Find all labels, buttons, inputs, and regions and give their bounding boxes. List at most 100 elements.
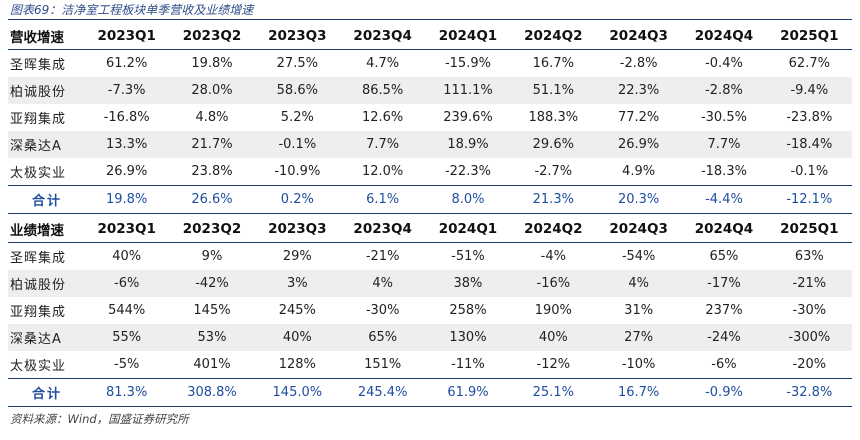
- value-cell: 81.3%: [84, 378, 170, 407]
- column-header: 2023Q4: [339, 215, 426, 243]
- value-cell: 245.4%: [339, 378, 426, 407]
- title-divider: [8, 19, 852, 20]
- value-cell: 26.6%: [169, 185, 255, 214]
- value-cell: 4%: [339, 270, 426, 297]
- value-cell: -0.1%: [790, 164, 829, 179]
- company-name-cell: 柏诚股份: [8, 270, 84, 297]
- value-cell: 4.8%: [195, 110, 229, 125]
- value-cell: -18.4%: [766, 131, 852, 158]
- value-cell: 145.0%: [254, 378, 340, 407]
- value-cell: 237%: [705, 303, 743, 318]
- column-header: 2023Q3: [254, 22, 340, 50]
- value-cell: 4.7%: [366, 56, 400, 71]
- profit-section-header: 业绩增速: [8, 215, 84, 243]
- column-header: 2025Q1: [766, 215, 852, 243]
- table-row: 亚翔集成 544% 145% 245% -30% 258% 190% 31% 237% -30%: [8, 297, 852, 324]
- value-cell: 9%: [201, 249, 223, 264]
- value-cell: 20.3%: [595, 185, 682, 214]
- total-row: 合计 81.3% 308.8% 145.0% 245.4% 61.9% 25.1% 16.7%…: [8, 378, 852, 407]
- value-cell: -12.1%: [766, 185, 852, 214]
- value-cell: 151%: [364, 357, 402, 372]
- company-name-cell: 合计: [8, 185, 84, 214]
- value-cell: -10%: [621, 357, 656, 372]
- value-cell: -6%: [711, 357, 737, 372]
- column-header: 2023Q3: [254, 215, 340, 243]
- value-cell: 62.7%: [788, 56, 830, 71]
- value-cell: 18.9%: [425, 131, 511, 158]
- table-row: 深桑达A 13.3% 21.7% -0.1% 7.7% 18.9% 29.6% 26.9% 7.…: [8, 131, 852, 158]
- value-cell: 61.9%: [425, 378, 511, 407]
- value-cell: -17%: [681, 270, 767, 297]
- value-cell: -0.9%: [681, 378, 767, 407]
- value-cell: 63%: [794, 249, 824, 264]
- value-cell: 245%: [278, 303, 316, 318]
- column-header: 2023Q1: [84, 215, 170, 243]
- company-name-cell: 深桑达A: [8, 324, 84, 351]
- value-cell: 27%: [595, 324, 682, 351]
- value-cell: -23.8%: [786, 110, 833, 125]
- company-name-cell: 圣晖集成: [10, 58, 67, 73]
- value-cell: -51%: [451, 249, 485, 264]
- value-cell: 111.1%: [425, 77, 511, 104]
- value-cell: -16%: [510, 270, 596, 297]
- value-cell: 55%: [84, 324, 170, 351]
- column-header: 2023Q2: [169, 215, 255, 243]
- value-cell: -0.1%: [254, 131, 340, 158]
- revenue-section-header: 营收增速: [8, 22, 84, 50]
- company-name-cell: 太极实业: [10, 166, 67, 181]
- value-cell: -30.5%: [700, 110, 747, 125]
- value-cell: 0.2%: [254, 185, 340, 214]
- value-cell: -16.8%: [103, 110, 150, 125]
- value-cell: 29%: [282, 249, 312, 264]
- value-cell: -9.4%: [766, 77, 852, 104]
- value-cell: -12%: [536, 357, 571, 372]
- value-cell: -5%: [114, 357, 140, 372]
- value-cell: 128%: [278, 357, 316, 372]
- column-header: 2024Q2: [510, 215, 596, 243]
- value-cell: -7.3%: [84, 77, 170, 104]
- company-name-cell: 亚翔集成: [10, 305, 67, 320]
- column-header: 2024Q3: [595, 215, 682, 243]
- value-cell: -30%: [792, 303, 827, 318]
- value-cell: 190%: [534, 303, 572, 318]
- value-cell: -2.8%: [619, 56, 658, 71]
- value-cell: 308.8%: [169, 378, 255, 407]
- table-row: 柏诚股份 -7.3% 28.0% 58.6% 86.5% 111.1% 51.1% 22.3%…: [8, 77, 852, 104]
- value-cell: 7.7%: [339, 131, 426, 158]
- value-cell: 12.0%: [361, 164, 404, 179]
- column-header: 2023Q1: [84, 22, 170, 50]
- value-cell: 12.6%: [361, 110, 404, 125]
- revenue-header-row: 营收增速 2023Q1 2023Q2 2023Q3 2023Q4 2024Q1 …: [8, 22, 852, 50]
- revenue-growth-table: 营收增速 2023Q1 2023Q2 2023Q3 2023Q4 2024Q1 …: [8, 22, 852, 214]
- table-row: 亚翔集成 -16.8% 4.8% 5.2% 12.6% 239.6% 188.3% 77.2%…: [8, 104, 852, 131]
- value-cell: -20%: [792, 357, 827, 372]
- column-header: 2024Q1: [425, 215, 511, 243]
- value-cell: -21%: [365, 249, 400, 264]
- column-header: 2024Q2: [510, 22, 596, 50]
- value-cell: 61.2%: [106, 56, 148, 71]
- value-cell: -4%: [540, 249, 566, 264]
- profit-header-row: 业绩增速 2023Q1 2023Q2 2023Q3 2023Q4 2024Q1 …: [8, 215, 852, 243]
- value-cell: 28.0%: [169, 77, 255, 104]
- value-cell: 258%: [449, 303, 487, 318]
- table-row: 深桑达A 55% 53% 40% 65% 130% 40% 27% -24% -300%: [8, 324, 852, 351]
- column-header: 2024Q4: [681, 22, 767, 50]
- value-cell: 77.2%: [617, 110, 660, 125]
- value-cell: 51.1%: [510, 77, 596, 104]
- value-cell: 7.7%: [681, 131, 767, 158]
- table-row: 圣晖集成 40% 9% 29% -21% -51% -4% -54% 65% 63%: [8, 243, 852, 271]
- value-cell: 26.9%: [595, 131, 682, 158]
- column-header: 2024Q3: [595, 22, 682, 50]
- value-cell: -0.4%: [705, 56, 743, 71]
- value-cell: -10.9%: [274, 164, 321, 179]
- value-cell: 16.7%: [532, 56, 574, 71]
- source-note: 资料来源：Wind，国盛证券研究所: [10, 412, 189, 426]
- column-header: 2024Q4: [681, 215, 767, 243]
- value-cell: 4%: [595, 270, 682, 297]
- profit-table-body: 圣晖集成 40% 9% 29% -21% -51% -4% -54% 65% 63% 柏诚股份 -6%…: [8, 243, 852, 407]
- value-cell: 19.8%: [84, 185, 170, 214]
- value-cell: -42%: [169, 270, 255, 297]
- value-cell: 40%: [254, 324, 340, 351]
- value-cell: 38%: [425, 270, 511, 297]
- column-header: 2024Q1: [425, 22, 511, 50]
